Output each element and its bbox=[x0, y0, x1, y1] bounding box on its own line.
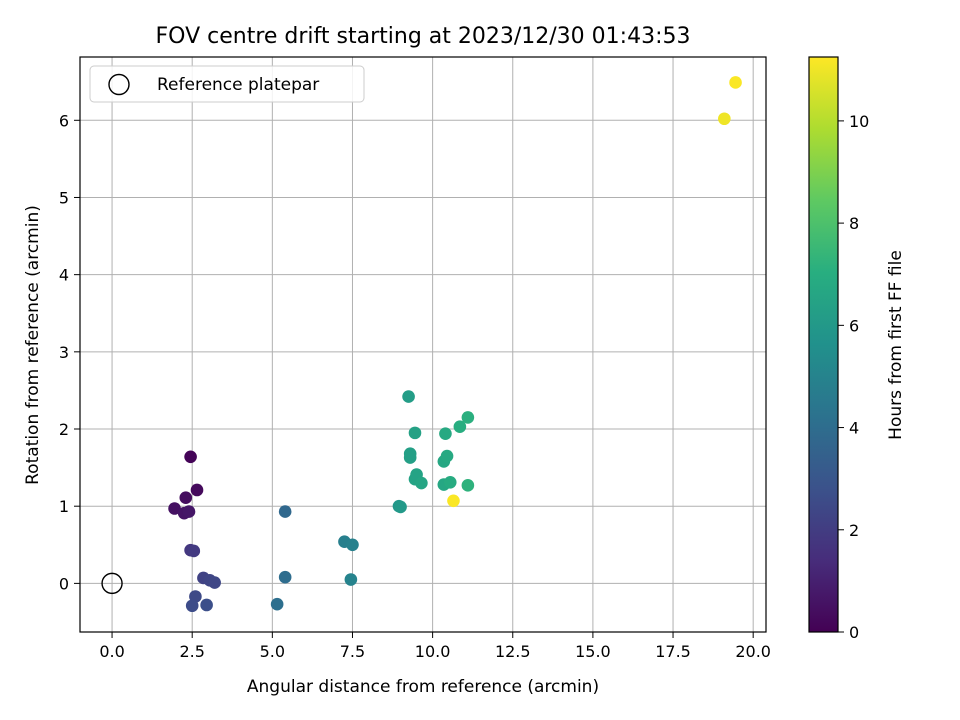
legend-marker-open-circle bbox=[108, 73, 130, 96]
scatter-point bbox=[415, 476, 428, 490]
legend-label: Reference platepar bbox=[157, 75, 319, 95]
scatter-point bbox=[179, 491, 193, 505]
scatter-point bbox=[443, 475, 457, 489]
scatter-point bbox=[439, 427, 452, 440]
y-tick-label: 4 bbox=[59, 266, 69, 285]
y-tick-label: 0 bbox=[59, 574, 69, 593]
scatter-point bbox=[461, 411, 475, 424]
legend-box bbox=[89, 65, 365, 103]
scatter-point bbox=[346, 538, 359, 552]
scatter-point bbox=[190, 483, 204, 497]
scatter-point bbox=[278, 570, 292, 584]
x-axis-label: Angular distance from reference (arcmin) bbox=[247, 677, 599, 697]
colorbar: 0 2 4 6 8 10 Hours from first FF file bbox=[808, 56, 906, 642]
scatter-point bbox=[344, 573, 358, 586]
data-points bbox=[101, 76, 742, 613]
chart-title: FOV centre drift starting at 2023/12/30 … bbox=[156, 24, 691, 49]
scatter-point bbox=[408, 426, 422, 440]
scatter-point bbox=[447, 494, 460, 508]
y-tick-label: 2 bbox=[59, 420, 69, 439]
scatter-point bbox=[453, 420, 467, 433]
y-tick-label: 3 bbox=[59, 343, 69, 362]
x-tick-label: 20.0 bbox=[735, 642, 771, 661]
colorbar-frame bbox=[808, 56, 839, 633]
colorbar-tick-label: 8 bbox=[849, 214, 859, 233]
reference-platepar-marker bbox=[101, 572, 123, 595]
x-axis-ticks: 0.0 2.5 5.0 7.5 10.0 12.5 15.0 17.5 20.0 bbox=[99, 632, 771, 661]
y-axis-label: Rotation from reference (arcmin) bbox=[23, 205, 43, 485]
x-tick-label: 2.5 bbox=[179, 642, 204, 661]
scatter-point bbox=[185, 599, 199, 613]
colorbar-tick-label: 0 bbox=[849, 623, 859, 642]
x-tick-label: 12.5 bbox=[495, 642, 531, 661]
scatter-point bbox=[729, 76, 742, 89]
x-tick-label: 5.0 bbox=[260, 642, 285, 661]
colorbar-tick-label: 4 bbox=[849, 419, 859, 438]
x-tick-label: 10.0 bbox=[415, 642, 451, 661]
scatter-point bbox=[168, 502, 181, 515]
colorbar-tick-label: 6 bbox=[849, 316, 859, 335]
scatter-point bbox=[182, 505, 196, 518]
colorbar-label: Hours from first FF file bbox=[886, 250, 906, 440]
y-axis-ticks: 0 1 2 3 4 5 6 bbox=[59, 111, 80, 593]
scatter-point bbox=[208, 576, 221, 589]
x-tick-label: 7.5 bbox=[340, 642, 365, 661]
colorbar-tick-label: 2 bbox=[849, 521, 859, 540]
plot-frame bbox=[79, 56, 767, 633]
scatter-point bbox=[184, 450, 197, 464]
y-tick-label: 1 bbox=[59, 497, 69, 516]
colorbar-tick-label: 10 bbox=[849, 112, 869, 131]
scatter-point bbox=[403, 447, 417, 461]
scatter-point bbox=[394, 500, 407, 514]
scatter-point bbox=[440, 449, 454, 463]
scatter-point bbox=[402, 390, 415, 403]
x-tick-label: 17.5 bbox=[655, 642, 691, 661]
colorbar-ticks: 0 2 4 6 8 10 bbox=[838, 112, 869, 642]
scatter-point bbox=[200, 598, 213, 612]
grid-lines bbox=[80, 57, 766, 632]
y-tick-label: 6 bbox=[59, 111, 69, 130]
x-tick-label: 15.0 bbox=[575, 642, 611, 661]
colorbar-gradient bbox=[809, 57, 838, 632]
scatter-point bbox=[461, 479, 475, 492]
scatter-point bbox=[718, 112, 731, 126]
scatter-point bbox=[278, 505, 292, 518]
y-tick-label: 5 bbox=[59, 188, 69, 207]
x-tick-label: 0.0 bbox=[99, 642, 124, 661]
legend: Reference platepar bbox=[89, 65, 365, 103]
scatter-point bbox=[187, 544, 201, 558]
scatter-point bbox=[270, 597, 284, 611]
